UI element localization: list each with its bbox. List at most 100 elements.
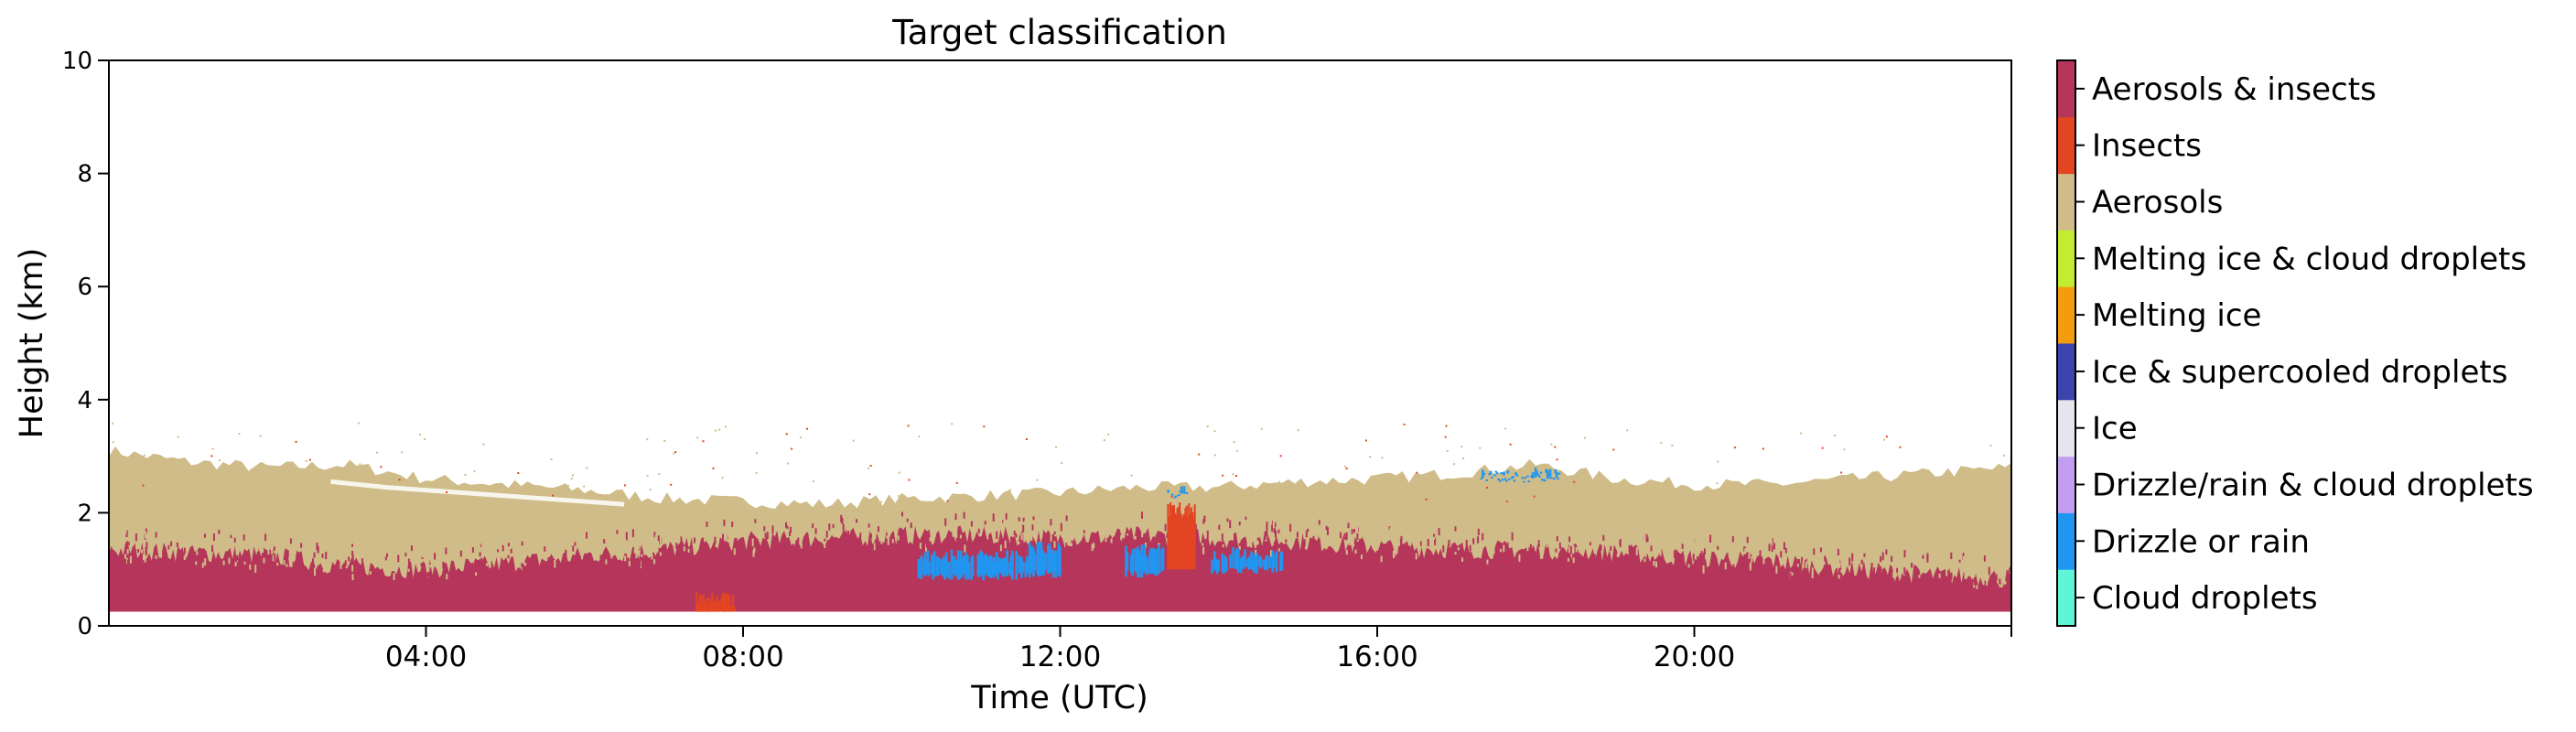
insects-cell [717,600,720,612]
speckle-cell [294,553,296,560]
speckle-cell [1317,527,1319,533]
scattered-echo [1345,468,1348,470]
drizzle-cell [1135,550,1138,573]
drizzle-cell [1524,477,1526,479]
drizzle-cell [1253,554,1256,573]
speckle-cell [825,519,827,522]
speckle-cell [1780,551,1783,558]
speckle-cell [1673,550,1676,558]
drizzle-cell [1028,542,1031,578]
speckle-cell [183,554,186,560]
speckle-cell [1775,565,1778,574]
drizzle-cell [1530,475,1534,478]
speckle-cell [1003,538,1006,543]
speckle-cell [1653,560,1655,566]
speckle-cell [1358,525,1361,533]
speckle-cell [1353,529,1355,533]
scattered-echo [142,484,145,487]
speckle-cell [706,522,708,527]
speckle-cell [544,546,546,552]
drizzle-cell [923,552,927,576]
speckle-cell [1486,559,1489,565]
speckle-cell [1900,552,1902,560]
scattered-echo [718,428,721,431]
speckle-cell [828,517,831,522]
drizzle-cell [1146,557,1148,576]
insects-cell [702,594,705,612]
drizzle-cell [1250,551,1253,570]
insects-cell [1179,502,1181,570]
speckle-cell [1802,560,1805,568]
speckle-cell [1019,528,1022,532]
speckle-cell [1408,545,1411,554]
speckle-cell [1918,575,1921,578]
speckle-cell [824,541,826,548]
speckle-cell [1418,543,1421,548]
speckle-cell [1881,552,1884,561]
speckle-cell [1773,543,1775,550]
drizzle-cell [1480,477,1483,479]
speckle-cell [704,538,706,543]
speckle-cell [1330,520,1332,523]
x-tick-label: 04:00 [385,640,467,673]
speckle-cell [1057,529,1060,535]
x-tick-label: 16:00 [1336,640,1417,673]
speckle-cell [1652,546,1654,555]
scattered-echo [1260,427,1263,430]
speckle-cell [976,513,978,518]
speckle-cell [886,542,889,547]
colorbar-label: Insects [2092,128,2202,165]
speckle-cell [814,528,817,534]
speckle-cell [1572,557,1575,564]
speckle-cell [1902,562,1903,568]
speckle-cell [1848,557,1851,566]
speckle-cell [1754,550,1757,554]
speckle-cell [800,543,803,549]
speckle-cell [1569,545,1572,554]
scattered-echoes [112,422,2011,503]
scattered-echo [1055,446,1058,448]
speckle-cell [1963,555,1965,562]
drizzle-cell [1526,475,1529,478]
drizzle-cell [1154,554,1157,576]
drizzle-cell [1217,559,1220,572]
insects-cell [720,597,723,612]
speckle-cell [731,522,734,527]
speckle-cell [1750,562,1751,568]
speckle-cell [409,571,412,575]
scattered-echo [1892,491,1894,494]
speckle-cell [1891,555,1893,563]
insects-cell [729,605,732,612]
speckle-cell [228,540,231,549]
insects-cell [1181,515,1185,570]
speckle-cell [170,541,173,547]
scattered-echo [812,480,814,482]
insects-cell [1180,518,1183,570]
insects-cell [1185,505,1188,570]
speckle-cell [142,560,144,565]
speckle-cell [1720,561,1723,568]
speckle-cell [1232,533,1234,541]
scattered-echo [1130,474,1133,477]
speckle-cell [1141,511,1143,519]
speckle-cell [1044,520,1047,528]
speckle-cell [613,529,616,538]
speckle-cell [1583,542,1586,546]
speckle-cell [1860,559,1863,565]
scattered-echo [1840,471,1843,474]
speckle-cell [1345,532,1348,540]
speckle-cell [847,531,850,539]
speckle-cell [964,544,966,553]
scattered-echo [1061,461,1063,464]
speckle-cell [222,560,225,565]
speckle-cell [599,550,602,558]
scattered-echo [124,469,126,472]
speckle-cell [1697,556,1698,564]
speckle-cell [1568,536,1571,543]
speckle-cell [1914,577,1916,584]
speckle-cell [727,539,729,543]
drizzle-cell [917,559,921,578]
speckle-cell [1747,545,1750,554]
drizzle-cell [1268,556,1272,568]
insects-cell [1170,507,1173,570]
